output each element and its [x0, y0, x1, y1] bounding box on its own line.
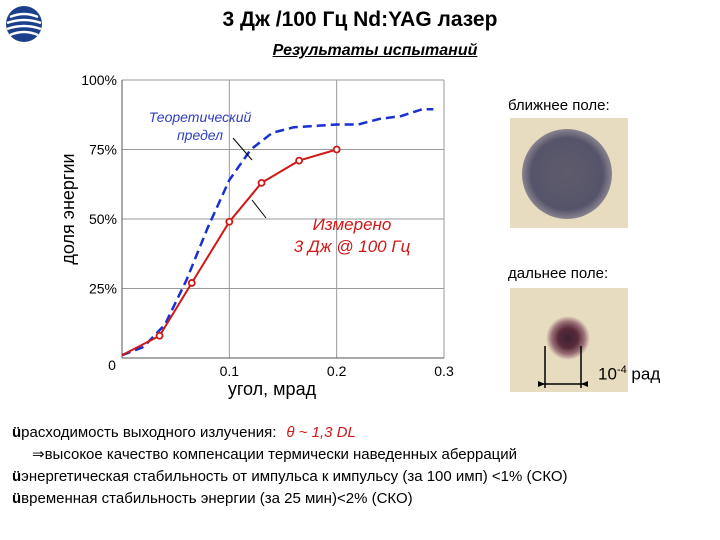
annotation-measured-text: Измерено [313, 215, 392, 234]
energy-fraction-chart: 25% 50% 75% 100% 0 0.1 0.2 0.3 доля энергии угол… [58, 72, 454, 399]
data-point-measured [257, 178, 266, 187]
annotation-theory-text: предел [177, 127, 223, 143]
y-tick-label: 50% [89, 211, 117, 227]
data-point-measured [187, 279, 196, 287]
annotation-measured-text: 3 Дж @ 100 Гц [294, 237, 411, 256]
company-logo [6, 6, 42, 42]
annotation-theory-pointer [232, 137, 253, 161]
page-subtitle: Результаты испытаний [272, 42, 478, 59]
page-title: 3 Дж /100 Гц Nd:YAG лазер [222, 8, 498, 31]
chart-series [121, 107, 434, 357]
y-tick-label: 75% [89, 142, 117, 158]
near-field-label: ближнее поле: [508, 97, 610, 114]
series-line-theory [121, 107, 434, 357]
data-point-measured [155, 331, 164, 340]
data-point-measured [225, 217, 234, 226]
far-field-label: дальнее поле: [508, 265, 609, 282]
near-field-image [510, 118, 628, 228]
list-item: ⇒высокое качество компенсации термически… [32, 446, 518, 463]
check-icon: ü [12, 424, 22, 441]
x-tick-label: 0.1 [220, 363, 240, 379]
x-tick-label: 0 [108, 357, 116, 373]
y-axis-label: доля энергии [58, 153, 78, 264]
far-field-image [510, 288, 628, 392]
list-item: üрасходимость выходного излучения: θ ~ 1,… [12, 424, 356, 441]
y-tick-label: 100% [81, 72, 117, 88]
x-tick-label: 0.3 [434, 363, 454, 379]
chart-ticks: 25% 50% 75% 100% 0 0.1 0.2 0.3 [81, 72, 454, 379]
check-icon: ü [12, 490, 22, 507]
annotation-theory-text: Теоретический [149, 109, 252, 125]
data-point-measured [295, 156, 304, 165]
x-axis-label: угол, мрад [228, 379, 317, 399]
list-item: üвременная стабильность энергии (за 25 м… [12, 490, 413, 507]
y-tick-label: 25% [89, 281, 117, 297]
check-icon: ü [12, 468, 22, 485]
results-list: üрасходимость выходного излучения: θ ~ 1,… [12, 422, 712, 510]
data-point-measured [332, 145, 341, 154]
x-tick-label: 0.2 [327, 363, 347, 379]
angular-scale-label: 10-4 рад [598, 364, 661, 384]
list-item: üэнергетическая стабильность от импульса… [12, 468, 568, 485]
annotation-measured-pointer [251, 199, 267, 219]
chart-axes [121, 80, 444, 359]
chart-labels: доля энергии угол, мрад Теоретический преде… [58, 109, 411, 399]
